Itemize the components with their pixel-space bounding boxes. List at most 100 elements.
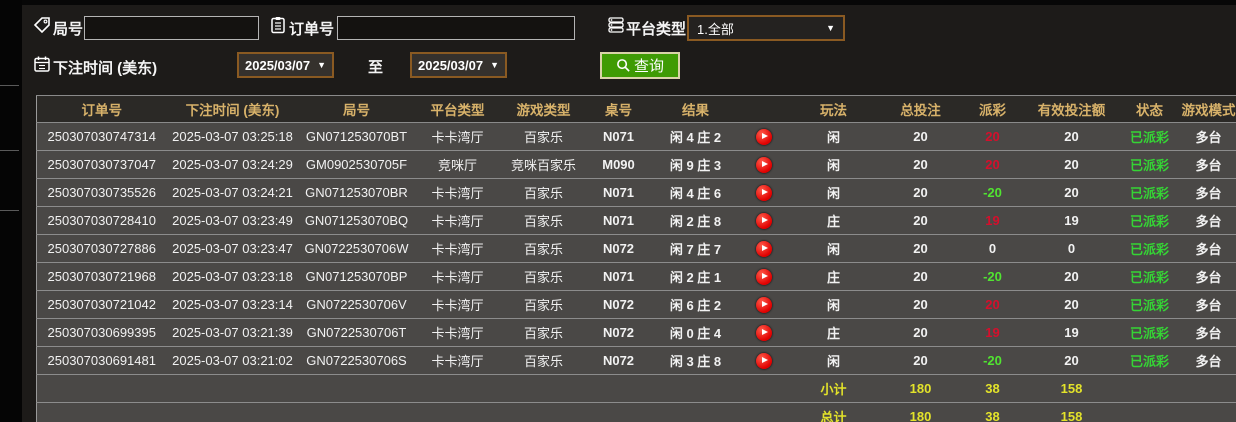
cell-play-type: 闲: [787, 151, 881, 179]
cell-valid-bet: 19: [1025, 207, 1119, 235]
header-bet-time: 下注时间 (美东): [167, 96, 299, 123]
cell-game-mode: 多台: [1181, 291, 1236, 319]
play-replay-icon[interactable]: [756, 325, 772, 341]
platform-type-select[interactable]: 1.全部 ▼: [687, 15, 845, 41]
platform-list-icon: [607, 16, 625, 34]
query-button[interactable]: 查询: [600, 52, 680, 79]
cell-total-bet: 20: [881, 263, 961, 291]
cell-total-bet: 20: [881, 235, 961, 263]
play-replay-icon[interactable]: [756, 129, 772, 145]
left-edge-divider: [0, 210, 19, 211]
play-replay-icon[interactable]: [756, 297, 772, 313]
table-row: 250307030691481 2025-03-07 03:21:02 GN07…: [37, 347, 1236, 375]
cell-order-number: 250307030699395: [37, 319, 167, 347]
cell-platform-type: 卡卡湾厅: [415, 235, 501, 263]
cell-result: 闲 2 庄 1: [651, 263, 741, 291]
cell-total-bet: 20: [881, 291, 961, 319]
cell-round-number: GN0722530706T: [299, 319, 415, 347]
play-replay-icon[interactable]: [756, 213, 772, 229]
cell-payout: 19: [961, 319, 1025, 347]
cell-result: 闲 6 庄 2: [651, 291, 741, 319]
cell-status: 已派彩: [1119, 291, 1181, 319]
total-label: 总计: [787, 403, 881, 422]
total-total-bet: 180: [881, 403, 961, 422]
cell-status: 已派彩: [1119, 235, 1181, 263]
cell-order-number: 250307030727886: [37, 235, 167, 263]
cell-payout: 19: [961, 207, 1025, 235]
cell-round-number: GN0722530706S: [299, 347, 415, 375]
subtotal-payout: 38: [961, 375, 1025, 403]
play-replay-icon[interactable]: [756, 157, 772, 173]
cell-platform-type: 卡卡湾厅: [415, 263, 501, 291]
cell-replay: [741, 263, 787, 291]
cell-valid-bet: 20: [1025, 347, 1119, 375]
header-valid-bet: 有效投注额: [1025, 96, 1119, 123]
cell-status: 已派彩: [1119, 151, 1181, 179]
cell-game-type: 百家乐: [501, 319, 587, 347]
cell-platform-type: 卡卡湾厅: [415, 179, 501, 207]
cell-game-type: 百家乐: [501, 235, 587, 263]
cell-table-number: N071: [587, 179, 651, 207]
main-panel: 局号 订单号 平台类型 1.全部 ▼ 下注时间 (美东) 2025/03/07 …: [22, 0, 1236, 422]
bet-records-table: 订单号 下注时间 (美东) 局号 平台类型 游戏类型 桌号 结果 玩法 总投注 …: [36, 95, 1236, 422]
cell-order-number: 250307030737047: [37, 151, 167, 179]
cell-replay: [741, 207, 787, 235]
left-edge-decoration: [0, 0, 22, 417]
cell-bet-time: 2025-03-07 03:23:49: [167, 207, 299, 235]
table-row: 250307030699395 2025-03-07 03:21:39 GN07…: [37, 319, 1236, 347]
date-to-label: 至: [368, 56, 383, 77]
cell-total-bet: 20: [881, 123, 961, 151]
cell-replay: [741, 179, 787, 207]
cell-result: 闲 4 庄 6: [651, 179, 741, 207]
cell-round-number: GN071253070BT: [299, 123, 415, 151]
subtotal-label: 小计: [787, 375, 881, 403]
date-from-value: 2025/03/07: [245, 58, 310, 73]
cell-play-type: 闲: [787, 179, 881, 207]
cell-status: 已派彩: [1119, 179, 1181, 207]
cell-result: 闲 9 庄 3: [651, 151, 741, 179]
table-row: 250307030737047 2025-03-07 03:24:29 GM09…: [37, 151, 1236, 179]
round-number-label: 局号: [53, 18, 83, 39]
cell-game-type: 百家乐: [501, 179, 587, 207]
left-edge-divider: [0, 150, 19, 151]
cell-table-number: N071: [587, 263, 651, 291]
cell-result: 闲 4 庄 2: [651, 123, 741, 151]
cell-replay: [741, 151, 787, 179]
cell-order-number: 250307030747314: [37, 123, 167, 151]
cell-round-number: GN071253070BP: [299, 263, 415, 291]
play-replay-icon[interactable]: [756, 269, 772, 285]
round-number-input[interactable]: [84, 16, 259, 40]
cell-platform-type: 卡卡湾厅: [415, 319, 501, 347]
cell-game-mode: 多台: [1181, 263, 1236, 291]
play-replay-icon[interactable]: [756, 353, 772, 369]
cell-bet-time: 2025-03-07 03:24:29: [167, 151, 299, 179]
cell-payout: 20: [961, 123, 1025, 151]
header-replay: [741, 96, 787, 123]
chevron-down-icon: ▼: [490, 60, 499, 70]
query-button-label: 查询: [634, 55, 664, 76]
cell-replay: [741, 347, 787, 375]
cell-valid-bet: 20: [1025, 123, 1119, 151]
cell-round-number: GN0722530706V: [299, 291, 415, 319]
cell-status: 已派彩: [1119, 123, 1181, 151]
clipboard-icon: [269, 16, 287, 34]
header-table-number: 桌号: [587, 96, 651, 123]
cell-play-type: 庄: [787, 207, 881, 235]
cell-payout: 20: [961, 291, 1025, 319]
cell-table-number: N071: [587, 207, 651, 235]
chevron-down-icon: ▼: [317, 60, 326, 70]
search-icon: [616, 58, 631, 73]
play-replay-icon[interactable]: [756, 241, 772, 257]
cell-game-type: 百家乐: [501, 207, 587, 235]
cell-platform-type: 卡卡湾厅: [415, 347, 501, 375]
cell-bet-time: 2025-03-07 03:24:21: [167, 179, 299, 207]
order-number-input[interactable]: [337, 16, 575, 40]
cell-game-type: 百家乐: [501, 263, 587, 291]
date-from-select[interactable]: 2025/03/07 ▼: [237, 52, 334, 78]
header-round-number: 局号: [299, 96, 415, 123]
header-play-type: 玩法: [787, 96, 881, 123]
cell-replay: [741, 319, 787, 347]
cell-order-number: 250307030728410: [37, 207, 167, 235]
play-replay-icon[interactable]: [756, 185, 772, 201]
date-to-select[interactable]: 2025/03/07 ▼: [410, 52, 507, 78]
